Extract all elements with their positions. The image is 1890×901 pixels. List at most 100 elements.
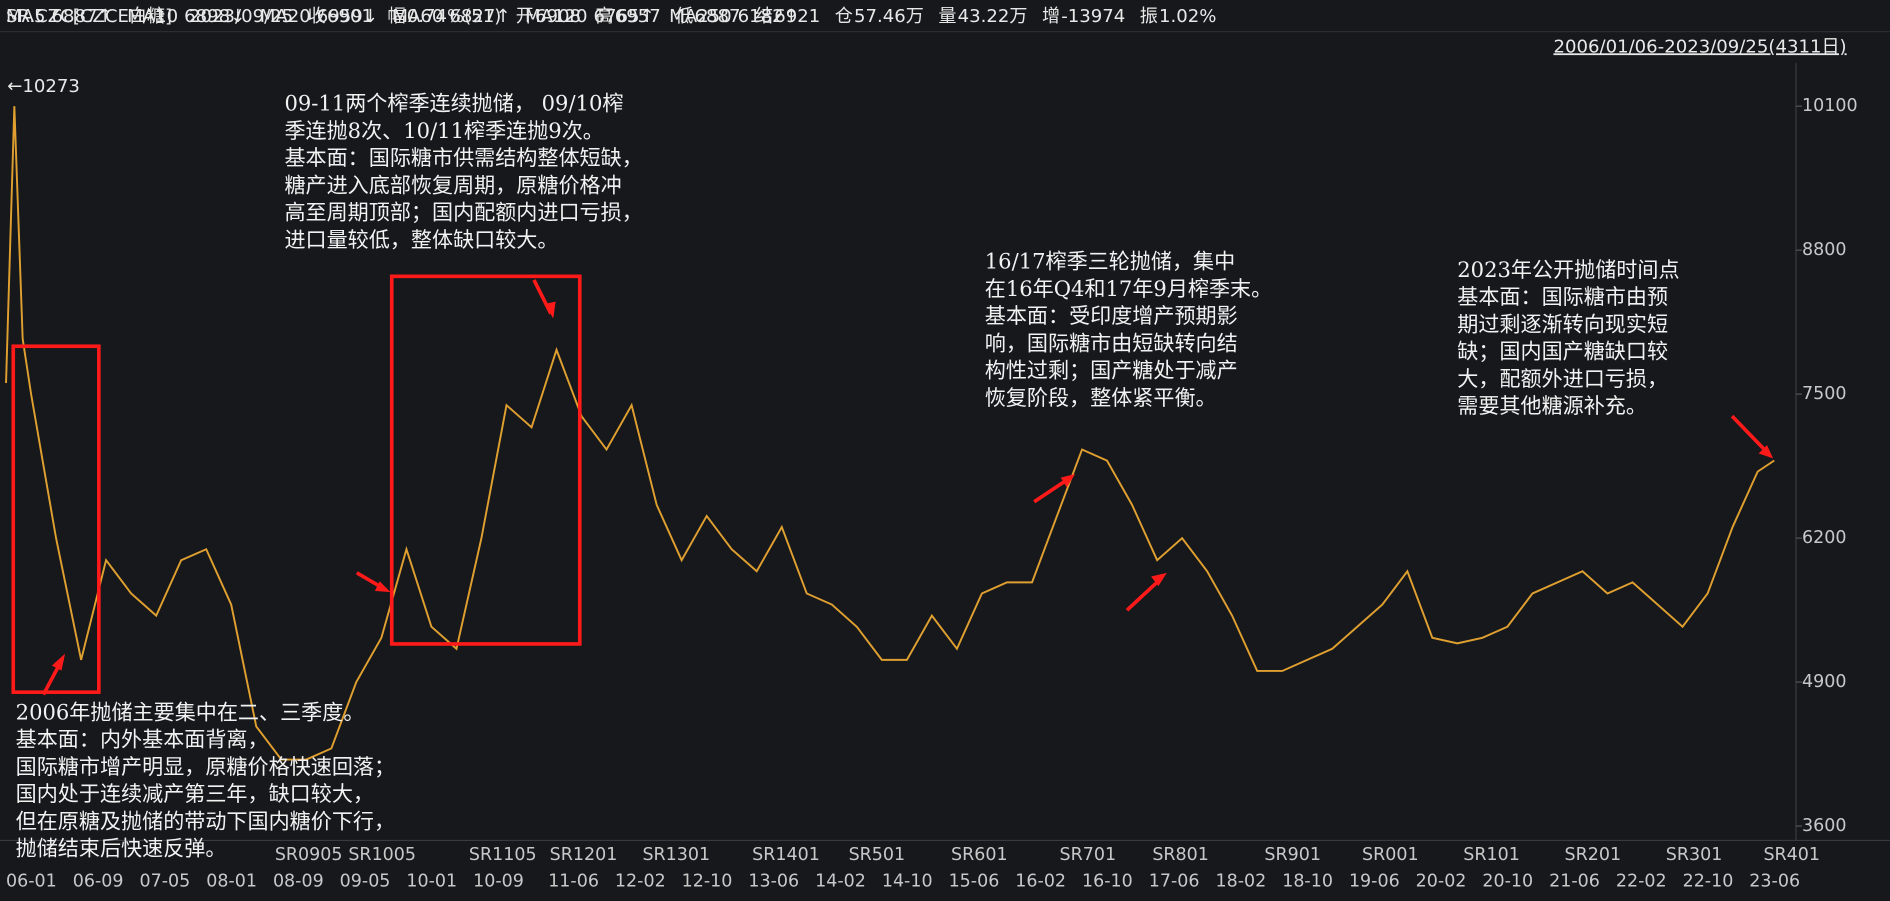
header-text: MA5 bbox=[6, 6, 45, 27]
annotation-line: 响，国际糖市由短缺转向结 bbox=[985, 330, 1238, 355]
x-tick-label: 06-01 bbox=[6, 871, 57, 891]
header-text: 收 bbox=[308, 6, 326, 27]
header-text: 2023/09/25 bbox=[189, 6, 293, 27]
y-tick-label: 4900 bbox=[1802, 672, 1846, 692]
arrow-head bbox=[1060, 474, 1076, 488]
header-text: 开 bbox=[516, 6, 534, 27]
contract-label: SR0905 bbox=[275, 845, 343, 865]
annotation-line: 在16年Q4和17年9月榨季末。 bbox=[985, 276, 1272, 301]
header-text: 增 bbox=[1042, 6, 1060, 27]
arrow-heads bbox=[51, 301, 1774, 671]
annotation-line: 2023年公开抛储时间点 bbox=[1457, 257, 1679, 282]
contract-label: SR501 bbox=[849, 845, 906, 865]
header-text: 6898↓ bbox=[184, 6, 245, 27]
header-text: -13974 bbox=[1061, 6, 1125, 27]
contract-label: SR301 bbox=[1666, 845, 1723, 865]
annotation-line: 16/17榨季三轮抛储，集中 bbox=[985, 249, 1235, 274]
x-tick-label: 08-01 bbox=[206, 871, 257, 891]
x-tick-label: 06-09 bbox=[73, 871, 124, 891]
x-tick-label: 18-02 bbox=[1215, 871, 1266, 891]
header-text: 仓 bbox=[835, 6, 853, 27]
arrow-head bbox=[1758, 445, 1774, 459]
annotation-line: 糖产进入底部恢复周期，原糖价格冲 bbox=[284, 172, 621, 197]
annotation-line: 大，配额外进口亏损， bbox=[1457, 366, 1668, 391]
header-text: 量 bbox=[938, 6, 956, 27]
header-text: 6887 bbox=[695, 6, 741, 27]
header-text: 6901 bbox=[327, 6, 373, 27]
annotation-line: 国内处于连续减产第三年，缺口较大， bbox=[16, 781, 374, 806]
arrow bbox=[1730, 414, 1770, 455]
contract-label: SR1401 bbox=[752, 845, 820, 865]
header-text: 6765↑ bbox=[594, 6, 655, 27]
annotation-line: 基本面：受印度增产预期影 bbox=[985, 303, 1238, 328]
arrow-head bbox=[1151, 572, 1167, 587]
annotation-line: 构性过剩；国产糖处于减产 bbox=[985, 358, 1238, 383]
contract-label: SR101 bbox=[1463, 845, 1520, 865]
annotation-line: 09-11两个榨季连续抛储， 09/10榨 bbox=[284, 91, 623, 116]
x-tick-label: 22-10 bbox=[1683, 871, 1734, 891]
x-tick-label: 08-09 bbox=[273, 871, 324, 891]
x-tick-label: 10-01 bbox=[406, 871, 457, 891]
header-text: 6887↑ bbox=[52, 6, 113, 27]
annotation-line: 季连抛8次、10/11榨季连抛9次。 bbox=[284, 118, 603, 143]
x-tick-label: 13-06 bbox=[748, 871, 799, 891]
annotation-line: 缺；国内国产糖缺口较 bbox=[1457, 339, 1668, 364]
x-tick-label: 23-06 bbox=[1749, 871, 1800, 891]
annotation-line: 但在原糖及抛储的带动下国内糖价下行， bbox=[16, 808, 395, 833]
x-tick-label: 21-06 bbox=[1549, 871, 1600, 891]
x-tick-label: 07-05 bbox=[139, 871, 190, 891]
header-text: 6957 bbox=[615, 6, 661, 27]
contract-label: SR1301 bbox=[642, 845, 710, 865]
contract-label: SR1005 bbox=[348, 845, 416, 865]
annotation-line: 需要其他糖源补充。 bbox=[1457, 393, 1647, 418]
contract-label: SR1201 bbox=[550, 845, 618, 865]
header-text: 1.02% bbox=[1159, 6, 1216, 27]
contract-label: SR801 bbox=[1152, 845, 1209, 865]
overlay: SR.CZC[CZCE白糖] 2023/09/25 收 6901 幅 0.74%(51) 开… bbox=[6, 6, 1858, 891]
y-tick-label: 8800 bbox=[1802, 240, 1846, 260]
x-tick-label: 18-10 bbox=[1282, 871, 1333, 891]
header-text: MA20 bbox=[260, 6, 311, 27]
header-text: 低 bbox=[675, 6, 693, 27]
contract-label: SR601 bbox=[951, 845, 1008, 865]
annotation-line: 进口量较低，整体缺口较大。 bbox=[284, 227, 558, 252]
header-text: MA250 bbox=[669, 6, 731, 27]
x-tick-label: 14-10 bbox=[882, 871, 933, 891]
annotation-line: 基本面：国际糖市供需结构整体短缺， bbox=[284, 145, 642, 170]
arrow-head bbox=[374, 581, 391, 593]
x-tick-label: 11-06 bbox=[548, 871, 599, 891]
max-label: ←10273 bbox=[7, 76, 80, 97]
x-tick-label: 09-05 bbox=[340, 871, 391, 891]
y-tick-label: 10100 bbox=[1802, 96, 1858, 116]
contract-label: SR201 bbox=[1565, 845, 1622, 865]
contract-label: SR001 bbox=[1362, 845, 1419, 865]
date-range: 2006/01/06-2023/09/25(4311日) bbox=[1553, 36, 1846, 57]
x-tick-label: 15-06 bbox=[949, 871, 1000, 891]
x-tick-label: 10-09 bbox=[473, 871, 524, 891]
y-tick-label: 3600 bbox=[1802, 816, 1846, 836]
annotation-line: 基本面：内外基本面背离， bbox=[16, 727, 269, 752]
annotation-line: 高至周期顶部；国内配额内进口亏损， bbox=[284, 200, 642, 225]
header-text: SR.CZC[CZCE白糖] bbox=[6, 6, 172, 27]
arrow-head bbox=[544, 301, 556, 319]
header-text: 57.46万 bbox=[854, 6, 924, 27]
plot bbox=[5, 105, 1803, 827]
y-tick-label: 6200 bbox=[1802, 528, 1846, 548]
x-tick-label: 12-10 bbox=[682, 871, 733, 891]
contract-label: SR701 bbox=[1060, 845, 1117, 865]
header-text: 6921 bbox=[774, 6, 820, 27]
x-tick-label: 12-02 bbox=[615, 871, 666, 891]
annotation-line: 2006年抛储主要集中在二、三季度。 bbox=[16, 699, 365, 724]
header-text: 振 bbox=[1140, 6, 1158, 27]
header-text: 6182↑ bbox=[738, 6, 799, 27]
annotation-line: 恢复阶段，整体紧平衡。 bbox=[985, 385, 1217, 410]
annotation-line: 国际糖市增产明显，原糖价格快速回落； bbox=[16, 754, 395, 779]
y-tick-label: 7500 bbox=[1802, 384, 1846, 404]
contract-label: SR1105 bbox=[469, 845, 537, 865]
x-tick-label: 14-02 bbox=[815, 871, 866, 891]
price-line bbox=[5, 106, 1775, 761]
header-text: MA10 bbox=[127, 6, 178, 27]
